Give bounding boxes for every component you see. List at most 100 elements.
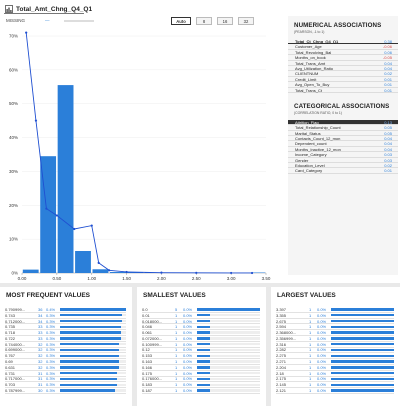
histogram-bar[interactable] — [92, 269, 109, 273]
percent-cell: 0.0% — [317, 353, 327, 359]
cat-association-row[interactable]: Income_Category 0.03 — [288, 152, 398, 158]
bin-auto-button[interactable]: Auto — [171, 17, 191, 25]
x-tick-label: 2.50 — [192, 276, 201, 281]
frequency-bar-fill — [60, 331, 121, 334]
value-cell: 0.712000... — [5, 318, 26, 324]
bin-8-button[interactable]: 8 — [196, 17, 212, 25]
frequency-bar — [331, 389, 394, 392]
value-cell: 0.061 — [142, 330, 153, 336]
value-row: 2.18 1 0.0% — [276, 371, 394, 377]
feature-summary-panel: Total_Amt_Chng_Q4_Q1 MISSING — Auto 8 16… — [0, 0, 400, 283]
histogram-bar[interactable] — [127, 272, 144, 274]
value-row: 0.631 32 0.3% — [5, 365, 126, 371]
num-association-row[interactable]: Avg_Utilization_Ratio 0.04 — [288, 65, 398, 72]
cat-association-row[interactable]: Marital_Status 0.05 — [288, 131, 398, 137]
association-feature-name: Contacts_Count_12_mon — [295, 136, 341, 142]
association-value: 0.02 — [384, 163, 392, 169]
cat-association-row[interactable]: Total_Relationship_Count 0.05 — [288, 125, 398, 131]
frequency-bar-fill — [331, 308, 394, 311]
histogram-bar[interactable] — [22, 269, 39, 273]
histogram-bar[interactable] — [75, 250, 91, 273]
frequency-bar — [60, 342, 126, 346]
num-association-row[interactable]: CLIENTNUM 0.02 — [288, 71, 398, 77]
association-feature-name: Gender — [295, 157, 309, 163]
value-cell: 2.121 — [276, 388, 287, 394]
value-row: 0.722 33 0.3% — [5, 336, 126, 342]
count-cell: 1 — [175, 364, 178, 370]
count-cell: 1 — [309, 353, 312, 359]
bin-selector: Auto 8 16 32 — [171, 17, 254, 25]
value-cell: 0.072000... — [142, 335, 163, 341]
frequency-bar — [197, 331, 260, 334]
percent-cell: 0.0% — [317, 312, 327, 318]
value-cell: 0.790999... — [5, 306, 26, 312]
bin-32-button[interactable]: 32 — [238, 17, 254, 25]
frequency-bar — [331, 331, 394, 334]
count-cell: 1 — [309, 318, 312, 324]
cat-association-row[interactable]: Education_Level 0.02 — [288, 163, 398, 169]
cat-association-row[interactable]: Gender 0.03 — [288, 157, 398, 164]
value-row: 0.717000... 31 0.3% — [5, 376, 126, 383]
frequency-bar — [331, 325, 394, 329]
association-value: 0.04 — [384, 65, 392, 71]
num-association-row[interactable]: Total_Revolving_Bal 0.06 — [288, 50, 398, 56]
count-cell: 33 — [38, 324, 43, 330]
count-cell: 1 — [309, 364, 312, 370]
density-point — [90, 224, 93, 227]
frequency-bar — [60, 348, 126, 352]
value-row: 0.735 33 0.3% — [5, 324, 126, 331]
histogram-bar[interactable] — [249, 272, 266, 274]
num-association-row[interactable]: Avg_Open_To_Buy 0.01 — [288, 82, 398, 88]
frequency-bar-fill — [331, 348, 394, 352]
frequency-bar-fill — [197, 371, 210, 375]
frequency-bar-fill — [60, 366, 119, 369]
percent-cell: 0.3% — [46, 335, 56, 341]
bin-16-button[interactable]: 16 — [217, 17, 233, 25]
histogram-bar[interactable] — [57, 85, 74, 273]
density-point — [34, 119, 38, 122]
cat-association-row[interactable]: Contacts_Count_12_mon 0.04 — [288, 136, 398, 142]
association-feature-name: Months_Inactive_12_mon — [295, 146, 341, 152]
num-association-row[interactable]: Credit_Limit 0.01 — [288, 77, 398, 83]
histogram-bar[interactable] — [109, 271, 126, 273]
association-feature-name: Dependent_count — [295, 141, 327, 147]
largest-values-list: 3.397 1 0.0% 3.355 1 0.0% 2.675 1 0.0% 2.594 1 0.0%… — [271, 307, 400, 394]
percent-cell: 0.0% — [183, 353, 193, 359]
count-cell: 1 — [175, 347, 178, 353]
cat-association-row[interactable]: Card_Category 0.01 — [288, 168, 398, 174]
frequency-bar — [197, 342, 260, 346]
cat-association-row[interactable]: Months_Inactive_12_mon 0.04 — [288, 146, 398, 153]
frequency-bar-fill — [331, 366, 394, 369]
count-cell: 1 — [175, 312, 178, 318]
frequency-bar-fill — [60, 348, 119, 352]
association-feature-name: Total_Relationship_Count — [295, 125, 341, 131]
count-cell: 1 — [175, 341, 178, 347]
frequency-bar-fill — [60, 308, 126, 311]
num-association-row[interactable]: Customer_Age -0.06 — [288, 44, 398, 50]
cat-association-row[interactable]: Dependent_count 0.04 — [288, 141, 398, 147]
value-row: 2.121 1 0.0% — [276, 388, 394, 394]
num-association-row[interactable]: Total_Trans_Ct 0.01 — [288, 88, 398, 93]
value-cell: 0.787999... — [5, 388, 26, 394]
most-frequent-panel: MOST FREQUENT VALUES 0.790999... 36 0.4% 0.… — [0, 287, 132, 406]
association-feature-name: Total_Ct_Chng_Q4_Q1 — [295, 39, 339, 44]
num-association-row[interactable]: Total_Trans_Amt 0.04 — [288, 61, 398, 66]
value-cell: 3.397 — [276, 306, 287, 312]
frequency-bar — [60, 319, 126, 323]
frequency-bar — [60, 389, 126, 392]
cat-association-row[interactable]: Attrition_Flag 0.13 — [288, 119, 398, 126]
count-cell: 1 — [309, 306, 312, 312]
y-tick-label: 60% — [9, 67, 18, 72]
value-row: 2.275 1 0.0% — [276, 353, 394, 360]
missing-indicator: MISSING — — [6, 18, 94, 23]
value-row: 0.0 5 0.0% — [142, 307, 260, 313]
percent-cell: 0.0% — [317, 376, 327, 382]
histogram-bar[interactable] — [40, 156, 57, 273]
num-association-row[interactable]: Total_Ct_Chng_Q4_Q1 0.38 — [288, 39, 398, 45]
value-row: 3.397 1 0.0% — [276, 307, 394, 313]
count-cell: 1 — [175, 330, 178, 336]
num-association-row[interactable]: Months_on_book -0.05 — [288, 55, 398, 61]
frequency-bar — [60, 313, 126, 317]
value-cell: 0.767 — [5, 353, 16, 359]
numerical-associations-list: Total_Ct_Chng_Q4_Q1 0.38 Customer_Age -0.06… — [288, 39, 398, 93]
